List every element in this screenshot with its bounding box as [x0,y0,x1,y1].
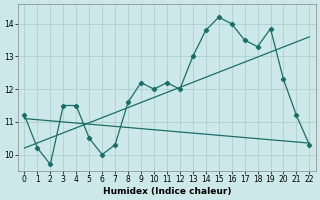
X-axis label: Humidex (Indice chaleur): Humidex (Indice chaleur) [103,187,231,196]
